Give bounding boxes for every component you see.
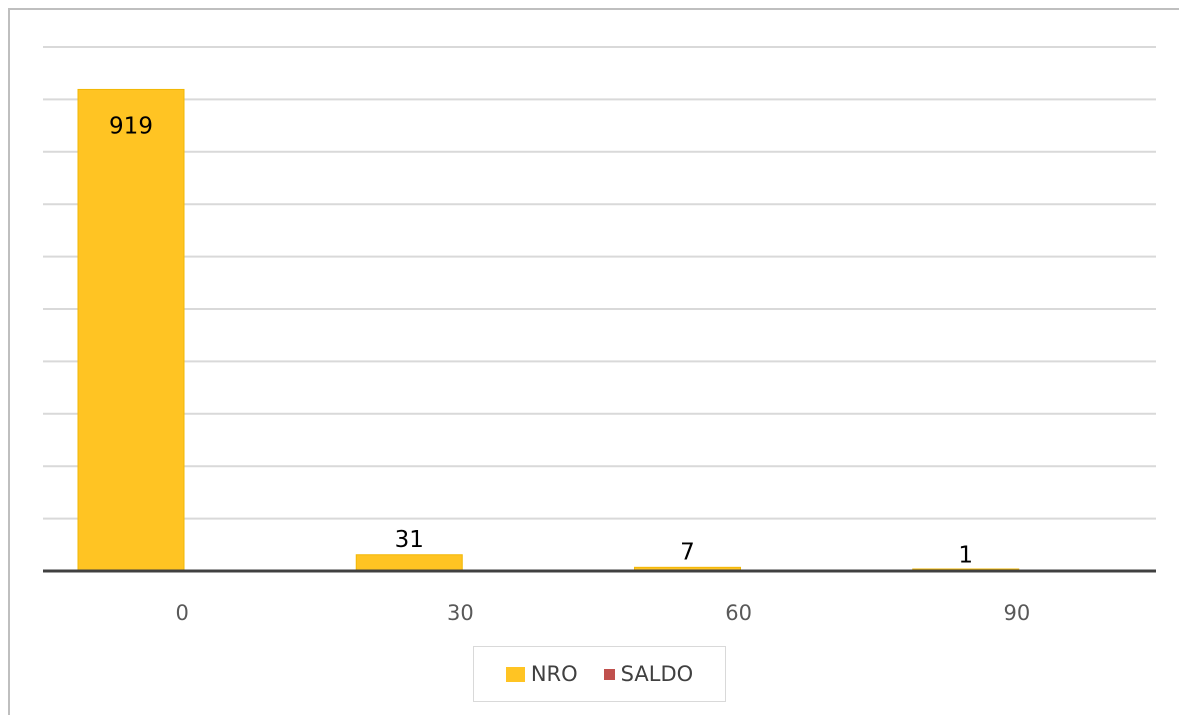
legend-label-saldo: SALDO <box>620 662 694 686</box>
bar-series <box>77 88 1020 572</box>
x-tick-label-90: 90 <box>1004 601 1031 625</box>
gridlines <box>43 46 1156 520</box>
legend-item-nro: NRO <box>505 662 578 686</box>
bar-nro-0 <box>77 88 185 572</box>
legend-item-saldo: SALDO <box>603 662 694 686</box>
data-label-nro-90: 1 <box>958 542 973 568</box>
legend-swatch-saldo <box>603 668 615 680</box>
data-label-nro-0: 919 <box>109 113 153 139</box>
x-tick-labels: 0 30 60 90 <box>175 601 1030 625</box>
data-labels: 919 31 7 1 <box>109 113 973 568</box>
legend: NRO SALDO <box>473 646 726 702</box>
bar-nro-30 <box>355 554 463 572</box>
legend-swatch-nro <box>505 666 525 682</box>
data-label-nro-60: 7 <box>680 539 695 565</box>
x-tick-label-0: 0 <box>175 601 188 625</box>
x-tick-label-30: 30 <box>447 601 474 625</box>
legend-label-nro: NRO <box>530 662 578 686</box>
x-tick-label-60: 60 <box>725 601 752 625</box>
data-label-nro-30: 31 <box>395 527 424 553</box>
